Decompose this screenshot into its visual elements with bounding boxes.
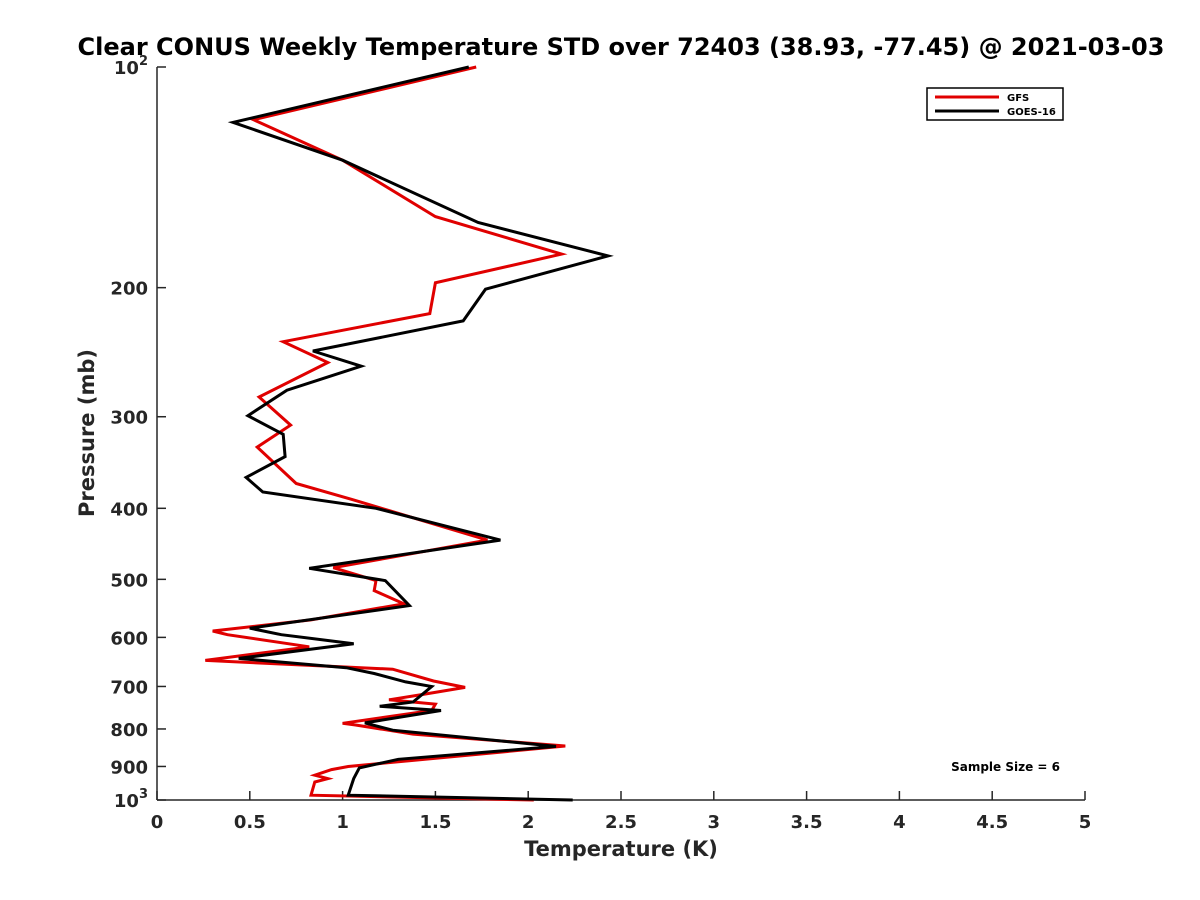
- legend-box: [926, 87, 1064, 121]
- chart-title: Clear CONUS Weekly Temperature STD over …: [78, 33, 1165, 61]
- x-tick-label: 1: [336, 812, 349, 833]
- y-tick-label: 500: [110, 570, 148, 591]
- x-tick-label: 3.5: [791, 812, 823, 833]
- y-tick-label: 900: [110, 757, 148, 778]
- legend-label: GOES-16: [1007, 107, 1056, 118]
- y-tick-label: 300: [110, 408, 148, 429]
- y-tick-label: 600: [110, 628, 148, 649]
- y-tick-label: 800: [110, 720, 148, 741]
- y-axis: 102 200 300 400 500 600 700 800 900 103: [110, 54, 166, 812]
- y-tick-label: 400: [110, 499, 148, 520]
- x-tick-label: 3: [708, 812, 721, 833]
- x-axis-label: Temperature (K): [524, 837, 718, 861]
- x-tick-label: 4: [893, 812, 906, 833]
- x-tick-label: 4.5: [976, 812, 1008, 833]
- legend-label: GFS: [1007, 93, 1029, 104]
- series-layer: [205, 65, 614, 802]
- y-tick-label: 200: [110, 279, 148, 300]
- x-tick-label: 2.5: [605, 812, 637, 833]
- x-tick-label: 0.5: [234, 812, 266, 833]
- y-axis-label: Pressure (mb): [75, 349, 99, 517]
- x-tick-label: 0: [151, 812, 164, 833]
- y-tick-label: 103: [114, 787, 148, 812]
- series-line-goes-16: [227, 65, 614, 802]
- x-tick-label: 1.5: [419, 812, 451, 833]
- x-tick-label: 5: [1079, 812, 1092, 833]
- legend: GFS GOES-16: [926, 87, 1064, 121]
- series-line-gfs: [205, 65, 568, 802]
- x-axis: 0 0.5 1 1.5 2 2.5 3 3.5 4 4.5 5: [151, 791, 1092, 833]
- x-tick-label: 2: [522, 812, 535, 833]
- sample-size-annotation: Sample Size = 6: [951, 760, 1060, 774]
- y-tick-label: 700: [110, 677, 148, 698]
- y-tick-label: 102: [114, 54, 148, 79]
